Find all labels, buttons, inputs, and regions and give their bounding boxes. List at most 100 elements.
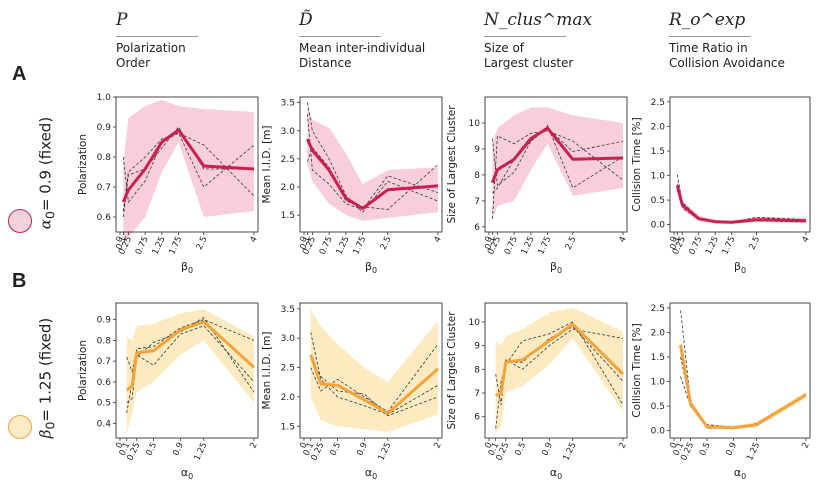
y-tick-label: 0.7 — [97, 357, 111, 367]
trial-line-2 — [307, 113, 439, 210]
trial-line-1 — [122, 132, 255, 204]
x-tick-label: 4 — [617, 235, 628, 244]
y-tick-label: 0.5 — [651, 196, 665, 206]
x-tick-label: 0.75 — [318, 235, 335, 256]
x-axis-label-sub: 0 — [188, 472, 193, 481]
plot-frame — [484, 302, 628, 439]
x-tick-label: 1.25 — [335, 235, 352, 256]
y-tick-label: 1.5 — [281, 211, 295, 221]
trial-line-0 — [680, 310, 807, 429]
x-tick-label: 0 — [668, 235, 679, 244]
x-tick-label: 1.25 — [745, 441, 762, 462]
x-tick-label: 2 — [617, 441, 628, 450]
y-tick-label: 1.0 — [651, 378, 666, 388]
x-tick-label: 0.75 — [134, 235, 151, 256]
y-tick-label: 2.0 — [651, 328, 666, 338]
trial-line-0 — [122, 132, 255, 212]
header-desc: Size of Largest cluster — [484, 41, 574, 70]
trial-line-2 — [126, 316, 255, 404]
x-tick-label: 0 — [114, 235, 125, 244]
x-tick-label: 0 — [483, 441, 494, 450]
x-tick-label: 2.5 — [564, 235, 579, 251]
header-symbol: P — [116, 10, 128, 30]
y-tick-label: 3.0 — [281, 334, 296, 344]
x-tick-label: 1.25 — [192, 441, 209, 462]
y-axis-label: Collision Time [%] — [631, 323, 643, 418]
y-tick-label: 1.5 — [651, 147, 665, 157]
y-tick-label: 0.9 — [97, 123, 112, 133]
y-tick-label: 3.5 — [281, 305, 295, 315]
x-tick-label: 2 — [432, 441, 443, 450]
header-collision: R_o^exp Time Ratio in Collision Avoidanc… — [669, 8, 819, 71]
y-tick-label: 2.0 — [651, 122, 666, 132]
trial-line-2 — [122, 126, 254, 218]
header-desc: Polarization Order — [116, 41, 186, 70]
x-tick-label: 0 — [114, 441, 125, 450]
y-tick-label: 3.5 — [281, 99, 295, 109]
x-tick-label: 0 — [298, 441, 309, 450]
y-tick-label: 0.4 — [97, 419, 112, 429]
y-tick-label: 1.0 — [651, 172, 666, 182]
trial-line-0 — [495, 321, 624, 429]
x-axis-label-sub: 0 — [741, 472, 746, 481]
y-tick-label: 0.5 — [97, 399, 111, 409]
y-tick-label: 2.5 — [281, 364, 295, 374]
chart-0-3: 0.00.51.01.52.02.500.10.25 0.75 1.25 1.75 2.… — [631, 96, 812, 275]
x-axis-label-sub: 0 — [188, 266, 193, 275]
x-axis-label: β0 — [734, 260, 746, 275]
trial-line-1 — [492, 124, 624, 189]
mean-line — [675, 185, 807, 224]
confidence-band — [492, 107, 623, 219]
y-tick-label: 6 — [474, 413, 480, 423]
x-axis-label-sub: 0 — [372, 472, 377, 481]
header-desc: Mean inter-individual Distance — [299, 41, 426, 70]
mean-line — [490, 126, 624, 184]
x-axis-label-sub: 0 — [372, 266, 377, 275]
y-tick-label: 0.0 — [651, 221, 666, 231]
y-tick-label: 1.5 — [281, 422, 295, 432]
mean-line — [121, 128, 255, 203]
y-axis-label: Polarization — [77, 134, 89, 195]
y-axis-label: Mean I.I.D. [m] — [261, 126, 273, 204]
y-tick-label: 2.5 — [651, 98, 665, 108]
x-tick-label: 1.75 — [720, 235, 737, 256]
x-tick-label: 4 — [800, 235, 811, 244]
row-a-color-circle — [8, 209, 32, 233]
trial-line-0 — [310, 332, 439, 415]
y-tick-label: 0.0 — [651, 427, 666, 437]
x-axis-label: β0 — [550, 260, 562, 275]
y-tick-label: 7 — [474, 197, 480, 207]
x-tick-label: 0.5 — [513, 441, 528, 457]
header-symbol: N_clus^max — [484, 10, 593, 30]
mean-line — [306, 138, 439, 210]
header-polarization: P Polarization Order — [116, 8, 266, 71]
y-tick-label: 8 — [474, 171, 480, 181]
x-tick-label: 2 — [800, 441, 811, 450]
plot-frame — [669, 302, 811, 439]
x-tick-label: 1.25 — [704, 235, 721, 256]
trial-line-0 — [126, 319, 255, 373]
x-tick-label: 4 — [432, 235, 443, 244]
x-tick-label: 1.75 — [536, 235, 553, 256]
mean-line — [309, 354, 439, 415]
x-axis-label: β0 — [181, 260, 193, 275]
x-tick-label: 0 — [298, 235, 309, 244]
header-rule — [669, 36, 751, 37]
x-tick-label: 0 — [668, 441, 679, 450]
x-axis-label-sub: 0 — [557, 472, 562, 481]
y-tick-label: 9 — [474, 342, 480, 352]
mean-line — [495, 322, 625, 397]
x-tick-label: 4 — [248, 235, 259, 244]
x-tick-label: 2.5 — [195, 235, 210, 251]
y-tick-label: 2.0 — [281, 183, 296, 193]
trial-line-1 — [307, 146, 439, 210]
x-axis-label-sub: 0 — [741, 266, 746, 275]
x-tick-label: 0.9 — [540, 441, 555, 457]
x-tick-label: 1.25 — [376, 441, 393, 462]
y-tick-label: 6 — [474, 223, 480, 233]
y-axis-label: Collision Time [%] — [631, 117, 643, 212]
y-tick-label: 2.0 — [281, 393, 296, 403]
y-tick-label: 7 — [474, 389, 480, 399]
x-axis-label-sub: 0 — [557, 266, 562, 275]
